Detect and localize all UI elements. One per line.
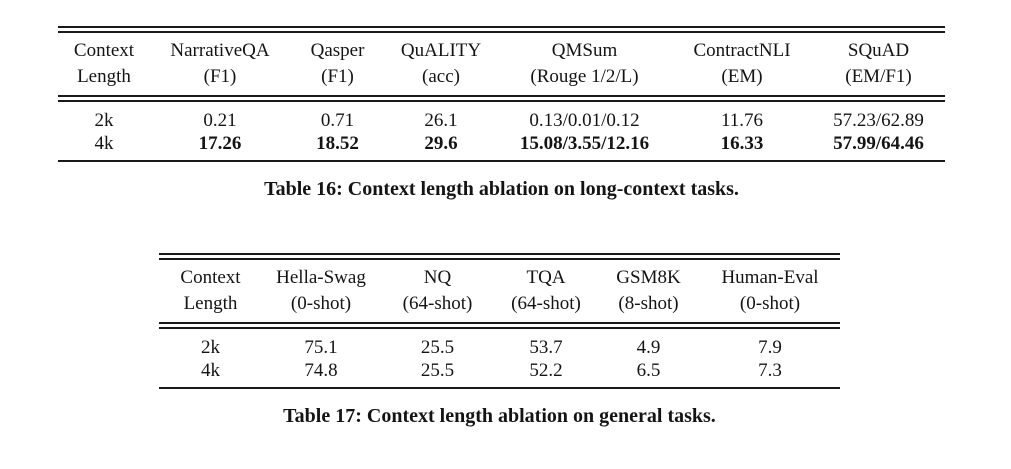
header-cell: SQuAD (EM/F1) bbox=[812, 38, 945, 90]
header-line1: ContractNLI bbox=[693, 40, 791, 61]
data-cell: 7.3 bbox=[758, 360, 782, 381]
row-label: 4k bbox=[94, 133, 114, 154]
data-cell: 4.9 bbox=[636, 337, 661, 358]
table-16: Context Length NarrativeQA (F1) Qasper (… bbox=[58, 26, 945, 201]
table-17-top-rule bbox=[159, 253, 840, 260]
header-line1: SQuAD bbox=[847, 40, 910, 61]
data-cell: 18.52 bbox=[316, 133, 359, 154]
header-cell: QuALITY (acc) bbox=[385, 38, 497, 90]
header-line2: (8-shot) bbox=[618, 293, 679, 314]
header-cell: Context Length bbox=[58, 38, 150, 90]
data-cell: 52.2 bbox=[529, 360, 563, 381]
header-line2: (EM) bbox=[721, 66, 763, 87]
header-line1: Context bbox=[180, 267, 241, 288]
header-line1: Hella-Swag bbox=[276, 267, 366, 288]
data-cell: 11.76 bbox=[720, 110, 764, 131]
header-line1: NQ bbox=[423, 267, 452, 288]
data-cell: 7.9 bbox=[758, 337, 782, 358]
table-17-header-row: Context Length Hella-Swag (0-shot) NQ (6… bbox=[159, 265, 840, 317]
data-cell: 16.33 bbox=[720, 133, 764, 154]
table-row: 4k 17.26 18.52 29.6 15.08/3.55/12.16 16.… bbox=[58, 132, 945, 155]
table-16-bottom-rule bbox=[58, 160, 945, 162]
table-16-top-rule bbox=[58, 26, 945, 33]
header-line2: Length bbox=[77, 66, 131, 87]
table-17: Context Length Hella-Swag (0-shot) NQ (6… bbox=[159, 253, 840, 428]
header-cell: TQA (64-shot) bbox=[495, 265, 597, 317]
header-line2: (F1) bbox=[321, 66, 354, 87]
header-line2: (acc) bbox=[422, 66, 460, 87]
data-cell: 25.5 bbox=[420, 360, 455, 381]
data-cell: 0.13/0.01/0.12 bbox=[529, 110, 640, 131]
header-cell: GSM8K (8-shot) bbox=[597, 265, 700, 317]
header-line2: (0-shot) bbox=[290, 293, 352, 314]
row-label: 2k bbox=[94, 110, 114, 131]
header-line1: NarrativeQA bbox=[170, 40, 270, 61]
data-cell: 57.99/64.46 bbox=[833, 133, 924, 154]
table-17-mid-rule bbox=[159, 322, 840, 329]
data-cell: 53.7 bbox=[529, 337, 563, 358]
header-line2: (64-shot) bbox=[511, 293, 581, 314]
data-cell: 75.1 bbox=[304, 337, 338, 358]
table-row: 2k 0.21 0.71 26.1 0.13/0.01/0.12 11.76 5… bbox=[58, 109, 945, 132]
table-17-header: Context Length Hella-Swag (0-shot) NQ (6… bbox=[159, 265, 840, 317]
data-cell: 0.71 bbox=[320, 110, 355, 131]
header-cell: NarrativeQA (F1) bbox=[150, 38, 290, 90]
data-cell: 6.5 bbox=[636, 360, 661, 381]
data-cell: 29.6 bbox=[424, 133, 458, 154]
table-17-bottom-rule bbox=[159, 387, 840, 389]
data-cell: 0.21 bbox=[203, 110, 237, 131]
header-line2: (Rouge 1/2/L) bbox=[530, 66, 639, 87]
data-cell: 74.8 bbox=[304, 360, 338, 381]
header-line1: QMSum bbox=[551, 40, 618, 61]
table-row: 2k 75.1 25.5 53.7 4.9 7.9 bbox=[159, 336, 840, 359]
header-cell: QMSum (Rouge 1/2/L) bbox=[497, 38, 672, 90]
header-cell: Qasper (F1) bbox=[290, 38, 385, 90]
row-label: 2k bbox=[201, 337, 220, 358]
table-16-body: 2k 0.21 0.71 26.1 0.13/0.01/0.12 11.76 5… bbox=[58, 109, 945, 155]
header-line1: Human-Eval bbox=[721, 267, 819, 288]
header-line2: (0-shot) bbox=[739, 293, 801, 314]
data-cell: 57.23/62.89 bbox=[833, 110, 924, 131]
table-16-mid-rule bbox=[58, 95, 945, 102]
header-cell: Human-Eval (0-shot) bbox=[700, 265, 840, 317]
data-cell: 25.5 bbox=[420, 337, 455, 358]
row-label: 4k bbox=[201, 360, 220, 381]
header-line1: TQA bbox=[526, 267, 566, 288]
header-line2: (EM/F1) bbox=[845, 66, 912, 87]
header-cell: Context Length bbox=[159, 265, 262, 317]
table-row: 4k 74.8 25.5 52.2 6.5 7.3 bbox=[159, 359, 840, 382]
header-cell: NQ (64-shot) bbox=[380, 265, 495, 317]
data-cell: 17.26 bbox=[198, 133, 242, 154]
header-line1: GSM8K bbox=[616, 267, 681, 288]
header-line2: (64-shot) bbox=[402, 293, 473, 314]
header-line1: Context bbox=[73, 40, 135, 61]
header-line2: (F1) bbox=[203, 66, 237, 87]
header-line1: Qasper bbox=[310, 40, 365, 61]
table-16-header-row: Context Length NarrativeQA (F1) Qasper (… bbox=[58, 38, 945, 90]
header-line2: Length bbox=[183, 293, 238, 314]
table-17-caption: Table 17: Context length ablation on gen… bbox=[283, 405, 716, 427]
header-cell: Hella-Swag (0-shot) bbox=[262, 265, 380, 317]
data-cell: 15.08/3.55/12.16 bbox=[519, 133, 650, 154]
table-16-caption: Table 16: Context length ablation on lon… bbox=[264, 178, 739, 200]
data-cell: 26.1 bbox=[424, 110, 458, 131]
header-cell: ContractNLI (EM) bbox=[672, 38, 812, 90]
header-line1: QuALITY bbox=[400, 40, 482, 61]
table-16-header: Context Length NarrativeQA (F1) Qasper (… bbox=[58, 38, 945, 90]
table-17-body: 2k 75.1 25.5 53.7 4.9 7.9 4k 74.8 25.5 5… bbox=[159, 336, 840, 382]
